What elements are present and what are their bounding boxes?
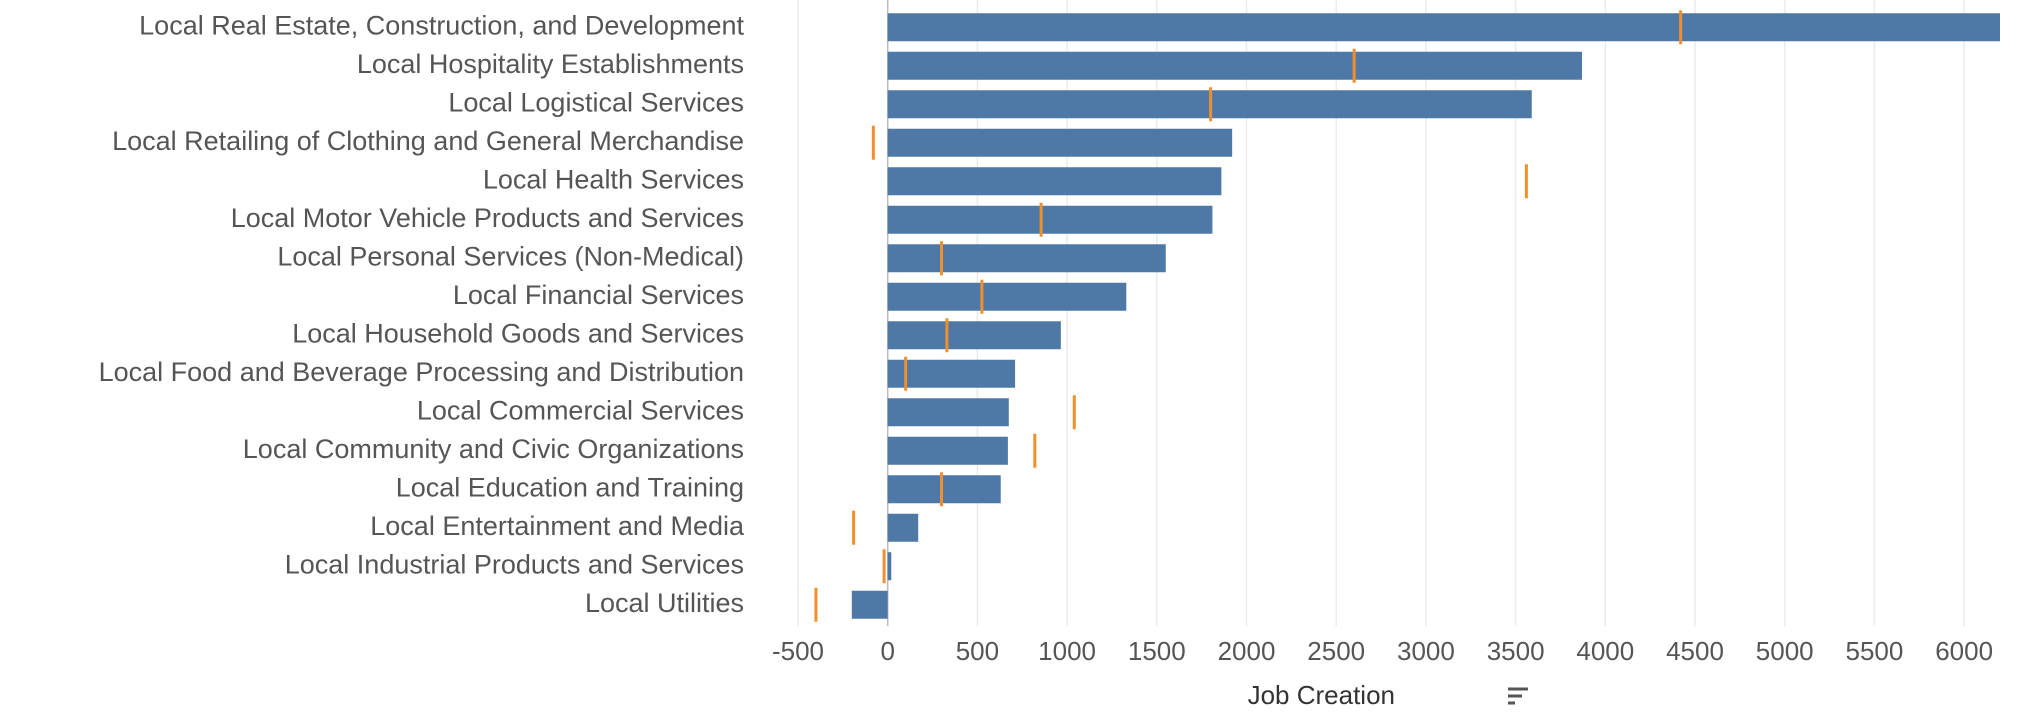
bar: [887, 359, 1016, 388]
category-label: Local Health Services: [483, 164, 744, 194]
x-tick-label: 2500: [1307, 636, 1365, 666]
category-label: Local Hospitality Establishments: [357, 49, 744, 79]
category-label: Local Retailing of Clothing and General …: [112, 126, 744, 156]
x-tick-label: 3500: [1487, 636, 1545, 666]
bar: [887, 436, 1008, 465]
category-label: Local Household Goods and Services: [292, 318, 744, 348]
category-label: Local Personal Services (Non-Medical): [277, 241, 744, 271]
x-axis-title: Job Creation: [1248, 680, 1395, 710]
bar: [887, 513, 919, 542]
bar: [887, 475, 1001, 504]
x-tick-label: 3000: [1397, 636, 1455, 666]
category-label: Local Food and Beverage Processing and D…: [99, 357, 744, 387]
x-tick-label: 500: [956, 636, 999, 666]
category-label: Local Real Estate, Construction, and Dev…: [139, 10, 744, 40]
category-label: Local Entertainment and Media: [370, 511, 745, 541]
category-label: Local Industrial Products and Services: [285, 549, 744, 579]
x-tick-label: 2000: [1218, 636, 1276, 666]
x-tick-label: 6000: [1935, 636, 1993, 666]
category-label: Local Commercial Services: [417, 395, 744, 425]
x-tick-label: 1500: [1128, 636, 1186, 666]
x-tick-label: 1000: [1038, 636, 1096, 666]
x-tick-label: 5500: [1845, 636, 1903, 666]
bar: [887, 552, 892, 581]
category-label: Local Community and Civic Organizations: [243, 434, 744, 464]
bar: [887, 13, 2001, 42]
bar: [887, 128, 1233, 157]
x-tick-label: 0: [880, 636, 894, 666]
x-tick-label: 5000: [1756, 636, 1814, 666]
bar: [887, 167, 1222, 196]
bar: [887, 282, 1127, 311]
bar: [887, 205, 1213, 234]
category-label: Local Motor Vehicle Products and Service…: [231, 203, 744, 233]
bar: [887, 398, 1009, 427]
x-tick-label: 4000: [1576, 636, 1634, 666]
category-label: Local Logistical Services: [448, 87, 744, 117]
category-label: Local Utilities: [585, 588, 744, 618]
bar: [851, 590, 888, 619]
x-tick-label: 4500: [1666, 636, 1724, 666]
x-tick-label: -500: [772, 636, 824, 666]
bar: [887, 51, 1582, 80]
sort-icon: [1508, 687, 1528, 705]
category-label: Local Financial Services: [453, 280, 744, 310]
bar: [887, 321, 1061, 350]
bar: [887, 244, 1166, 273]
category-label: Local Education and Training: [396, 472, 744, 502]
